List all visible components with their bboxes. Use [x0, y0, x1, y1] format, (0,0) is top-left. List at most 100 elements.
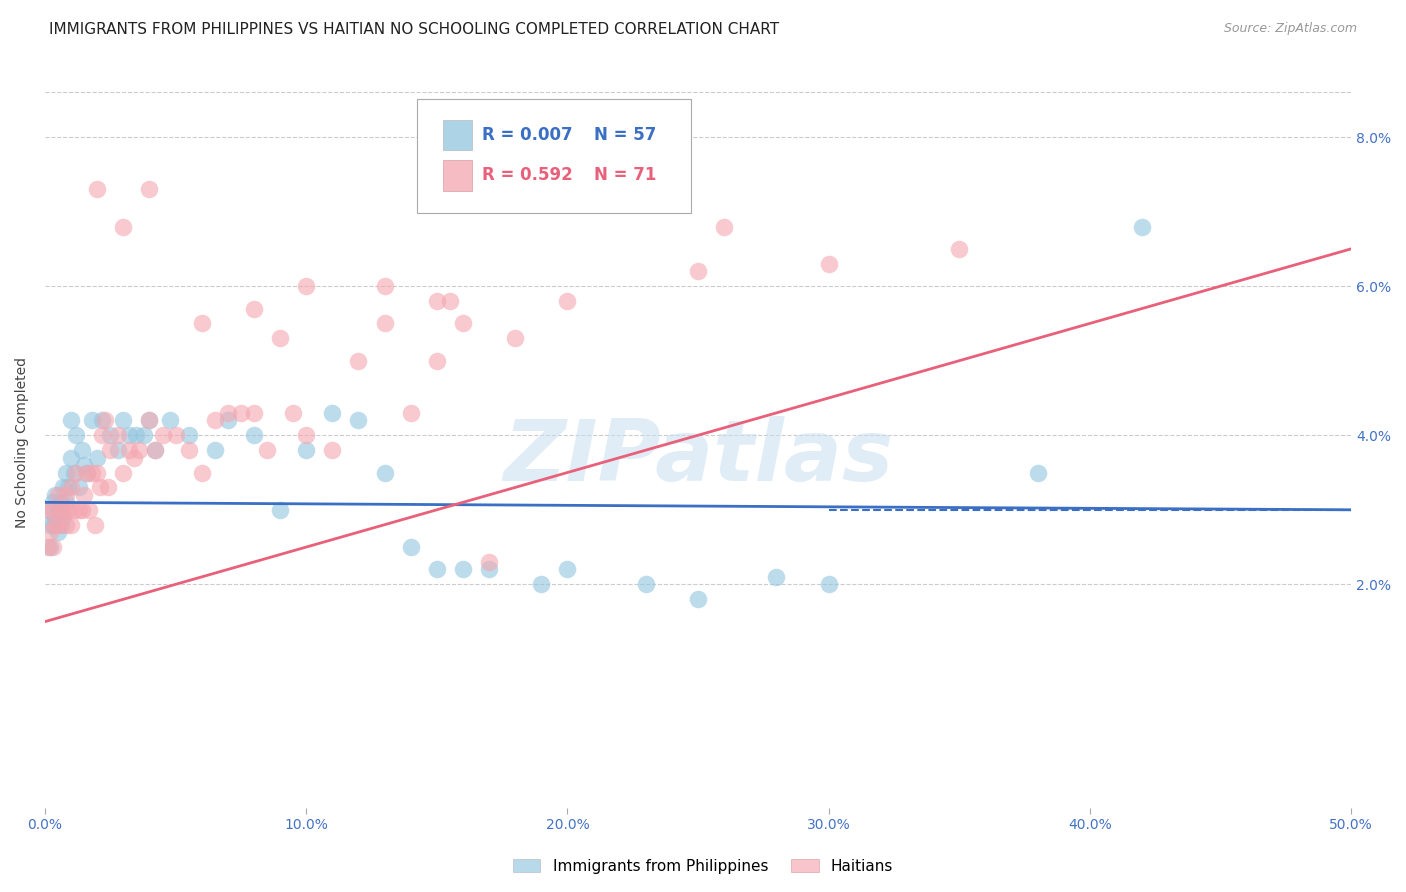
Point [686, 592, 709, 607]
Point [374, 317, 396, 331]
Text: R = 0.007: R = 0.007 [482, 126, 574, 145]
Point [83, 517, 105, 532]
Point [451, 562, 474, 576]
Point [143, 443, 166, 458]
Point [347, 353, 370, 368]
Point [46, 503, 69, 517]
Point [817, 577, 839, 591]
Point [1130, 219, 1153, 234]
Point [1026, 466, 1049, 480]
FancyBboxPatch shape [418, 99, 692, 212]
Point [478, 562, 501, 576]
Y-axis label: No Schooling Completed: No Schooling Completed [15, 357, 30, 528]
Point [125, 428, 148, 442]
Point [229, 406, 252, 420]
Point [190, 466, 212, 480]
Point [138, 182, 160, 196]
Point [94, 413, 117, 427]
Point [190, 317, 212, 331]
Point [451, 317, 474, 331]
Point [80, 413, 103, 427]
Point [117, 443, 139, 458]
Point [65, 466, 87, 480]
Point [269, 331, 291, 345]
Point [765, 570, 787, 584]
Point [86, 466, 108, 480]
Point [204, 443, 226, 458]
Point [91, 413, 114, 427]
Text: N = 57: N = 57 [593, 126, 655, 145]
Point [112, 413, 135, 427]
Point [143, 443, 166, 458]
Point [177, 428, 200, 442]
Text: IMMIGRANTS FROM PHILIPPINES VS HAITIAN NO SCHOOLING COMPLETED CORRELATION CHART: IMMIGRANTS FROM PHILIPPINES VS HAITIAN N… [49, 22, 779, 37]
Point [73, 458, 96, 472]
Text: R = 0.592: R = 0.592 [482, 166, 574, 185]
Point [557, 294, 579, 309]
Point [60, 480, 83, 494]
Point [37, 503, 59, 517]
Text: ZIPatlas: ZIPatlas [503, 416, 893, 499]
Point [817, 257, 839, 271]
Point [503, 331, 526, 345]
Bar [443, 120, 472, 151]
Point [55, 466, 77, 480]
Point [634, 577, 657, 591]
Point [91, 428, 114, 442]
Point [79, 503, 101, 517]
Point [76, 466, 98, 480]
Point [217, 413, 239, 427]
Point [89, 480, 111, 494]
Point [60, 517, 83, 532]
Point [60, 413, 83, 427]
Point [347, 413, 370, 427]
Point [177, 443, 200, 458]
Point [70, 503, 93, 517]
Point [686, 264, 709, 278]
Point [67, 503, 90, 517]
Point [269, 503, 291, 517]
Point [44, 488, 66, 502]
Point [948, 242, 970, 256]
Point [46, 525, 69, 540]
Point [58, 503, 80, 517]
Point [76, 466, 98, 480]
Point [37, 503, 59, 517]
Point [295, 443, 318, 458]
Point [39, 525, 62, 540]
Point [321, 406, 343, 420]
Point [128, 443, 150, 458]
Point [217, 406, 239, 420]
Point [374, 279, 396, 293]
Point [243, 428, 266, 442]
Legend: Immigrants from Philippines, Haitians: Immigrants from Philippines, Haitians [506, 853, 900, 880]
Point [530, 577, 553, 591]
Point [107, 443, 129, 458]
Point [122, 450, 145, 465]
Point [65, 428, 87, 442]
Point [37, 540, 59, 554]
Point [243, 406, 266, 420]
Point [117, 428, 139, 442]
Point [60, 450, 83, 465]
Point [46, 488, 69, 502]
Point [295, 428, 318, 442]
Point [112, 466, 135, 480]
Point [52, 480, 75, 494]
Point [58, 480, 80, 494]
Point [73, 488, 96, 502]
Point [86, 450, 108, 465]
Point [152, 428, 174, 442]
Point [439, 294, 461, 309]
Point [256, 443, 278, 458]
Point [80, 466, 103, 480]
Point [159, 413, 181, 427]
Point [134, 428, 156, 442]
Point [98, 443, 121, 458]
Point [49, 503, 72, 517]
Point [399, 540, 422, 554]
Point [321, 443, 343, 458]
Point [62, 466, 84, 480]
Text: N = 71: N = 71 [593, 166, 655, 185]
Point [243, 301, 266, 316]
